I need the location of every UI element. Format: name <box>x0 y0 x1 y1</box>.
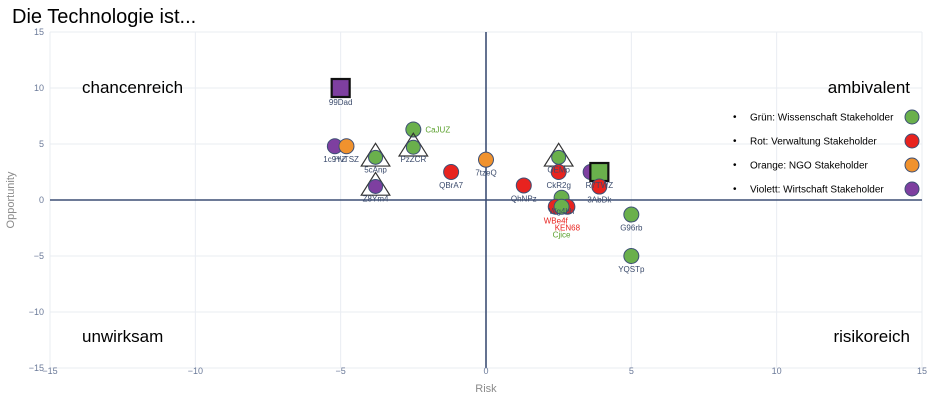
data-point <box>550 164 567 180</box>
x-tick-label: 15 <box>917 366 927 376</box>
legend-bullet: • <box>733 184 737 195</box>
y-tick-label: 15 <box>34 27 44 37</box>
legend-marker <box>904 133 920 149</box>
point-label: OEMo <box>547 165 570 174</box>
legend-bullet: • <box>733 112 737 123</box>
data-point-triangle <box>368 178 384 194</box>
point-label: 99Dad <box>329 98 353 107</box>
point-label: KEN68 <box>555 224 581 233</box>
x-tick-label: 0 <box>483 366 488 376</box>
x-tick-label: 5 <box>629 366 634 376</box>
point-label: QBrA7 <box>439 181 464 190</box>
point-label: G96rb <box>620 224 643 233</box>
data-point-square <box>330 77 351 99</box>
y-tick-label: 0 <box>39 195 44 205</box>
legend-label: Grün: Wissenschaft Stakeholder <box>750 113 894 124</box>
point-label: QhNPz <box>511 194 537 203</box>
data-point <box>623 248 640 264</box>
point-label: CaJUZ <box>425 125 450 134</box>
data-point-triangle <box>368 149 384 165</box>
data-point <box>623 206 640 223</box>
data-point-square <box>589 161 610 183</box>
data-point <box>338 138 355 155</box>
point-label: Wg4bh <box>549 207 574 216</box>
data-points <box>326 77 640 264</box>
legend-label: Orange: NGO Stakeholder <box>750 161 869 172</box>
y-tick-label: −10 <box>29 307 44 317</box>
data-point-triangle-outline <box>360 142 391 167</box>
point-label: Cjice <box>553 231 571 240</box>
x-tick-label: −10 <box>188 366 203 376</box>
point-label: HvTSZ <box>334 155 359 164</box>
data-point <box>443 164 460 180</box>
y-axis-title: Opportunity <box>5 171 17 228</box>
y-tick-label: 10 <box>34 83 44 93</box>
data-point <box>515 177 532 194</box>
y-tick-label: −5 <box>34 251 44 261</box>
y-tick-label: 5 <box>39 139 44 149</box>
data-point-triangle <box>405 139 421 155</box>
legend-marker <box>904 109 920 125</box>
point-label: PzZCR <box>400 155 426 164</box>
tick-labels: −15 −10 −5 0 5 10 15 −15 −10 −5 0 5 10 15 <box>29 27 927 376</box>
data-point-triangle-outline <box>360 171 391 196</box>
x-tick-label: 10 <box>772 366 782 376</box>
point-label: WBe4f <box>544 217 569 226</box>
x-axis-title: Risk <box>475 383 497 395</box>
legend-label: Rot: Verwaltung Stakeholder <box>750 137 877 148</box>
point-label: 5cAnp <box>364 165 387 174</box>
point-label: 3AbDk <box>587 196 612 205</box>
quadrant-label-top-left: chancenreich <box>82 78 183 97</box>
x-tick-label: −15 <box>42 366 57 376</box>
quadrant-labels: chancenreich ambivalent unwirksam risikorei… <box>82 78 910 346</box>
page-title: Die Technologie ist... <box>12 6 197 28</box>
legend-bullet: • <box>733 160 737 171</box>
legend-marker <box>904 181 920 197</box>
point-label: R7TWZ <box>586 181 614 190</box>
quadrant-label-bottom-left: unwirksam <box>82 327 163 346</box>
point-label: CkR2g <box>546 181 570 190</box>
quadrant-label-bottom-right: risikoreich <box>833 327 910 346</box>
point-label: 1c9YZ <box>323 155 346 164</box>
y-tick-label: −15 <box>29 363 44 373</box>
legend: • Grün: Wissenschaft Stakeholder • Rot: Ver… <box>733 109 920 197</box>
legend-label: Violett: Wirtschaft Stakeholder <box>750 185 884 196</box>
point-label: 7tzeQ <box>475 169 496 178</box>
x-tick-label: −5 <box>336 366 346 376</box>
data-point-triangle <box>551 149 567 165</box>
data-point <box>405 121 422 138</box>
data-point <box>553 198 570 215</box>
axes <box>50 32 922 368</box>
data-point-triangle-outline <box>397 132 429 157</box>
legend-marker <box>904 157 920 173</box>
data-point <box>478 151 494 168</box>
point-label: YQSTp <box>618 265 645 274</box>
legend-bullet: • <box>733 136 737 147</box>
data-point <box>591 178 608 195</box>
quadrant-label-top-right: ambivalent <box>828 78 910 97</box>
point-label: Z8Ym4 <box>363 194 389 203</box>
